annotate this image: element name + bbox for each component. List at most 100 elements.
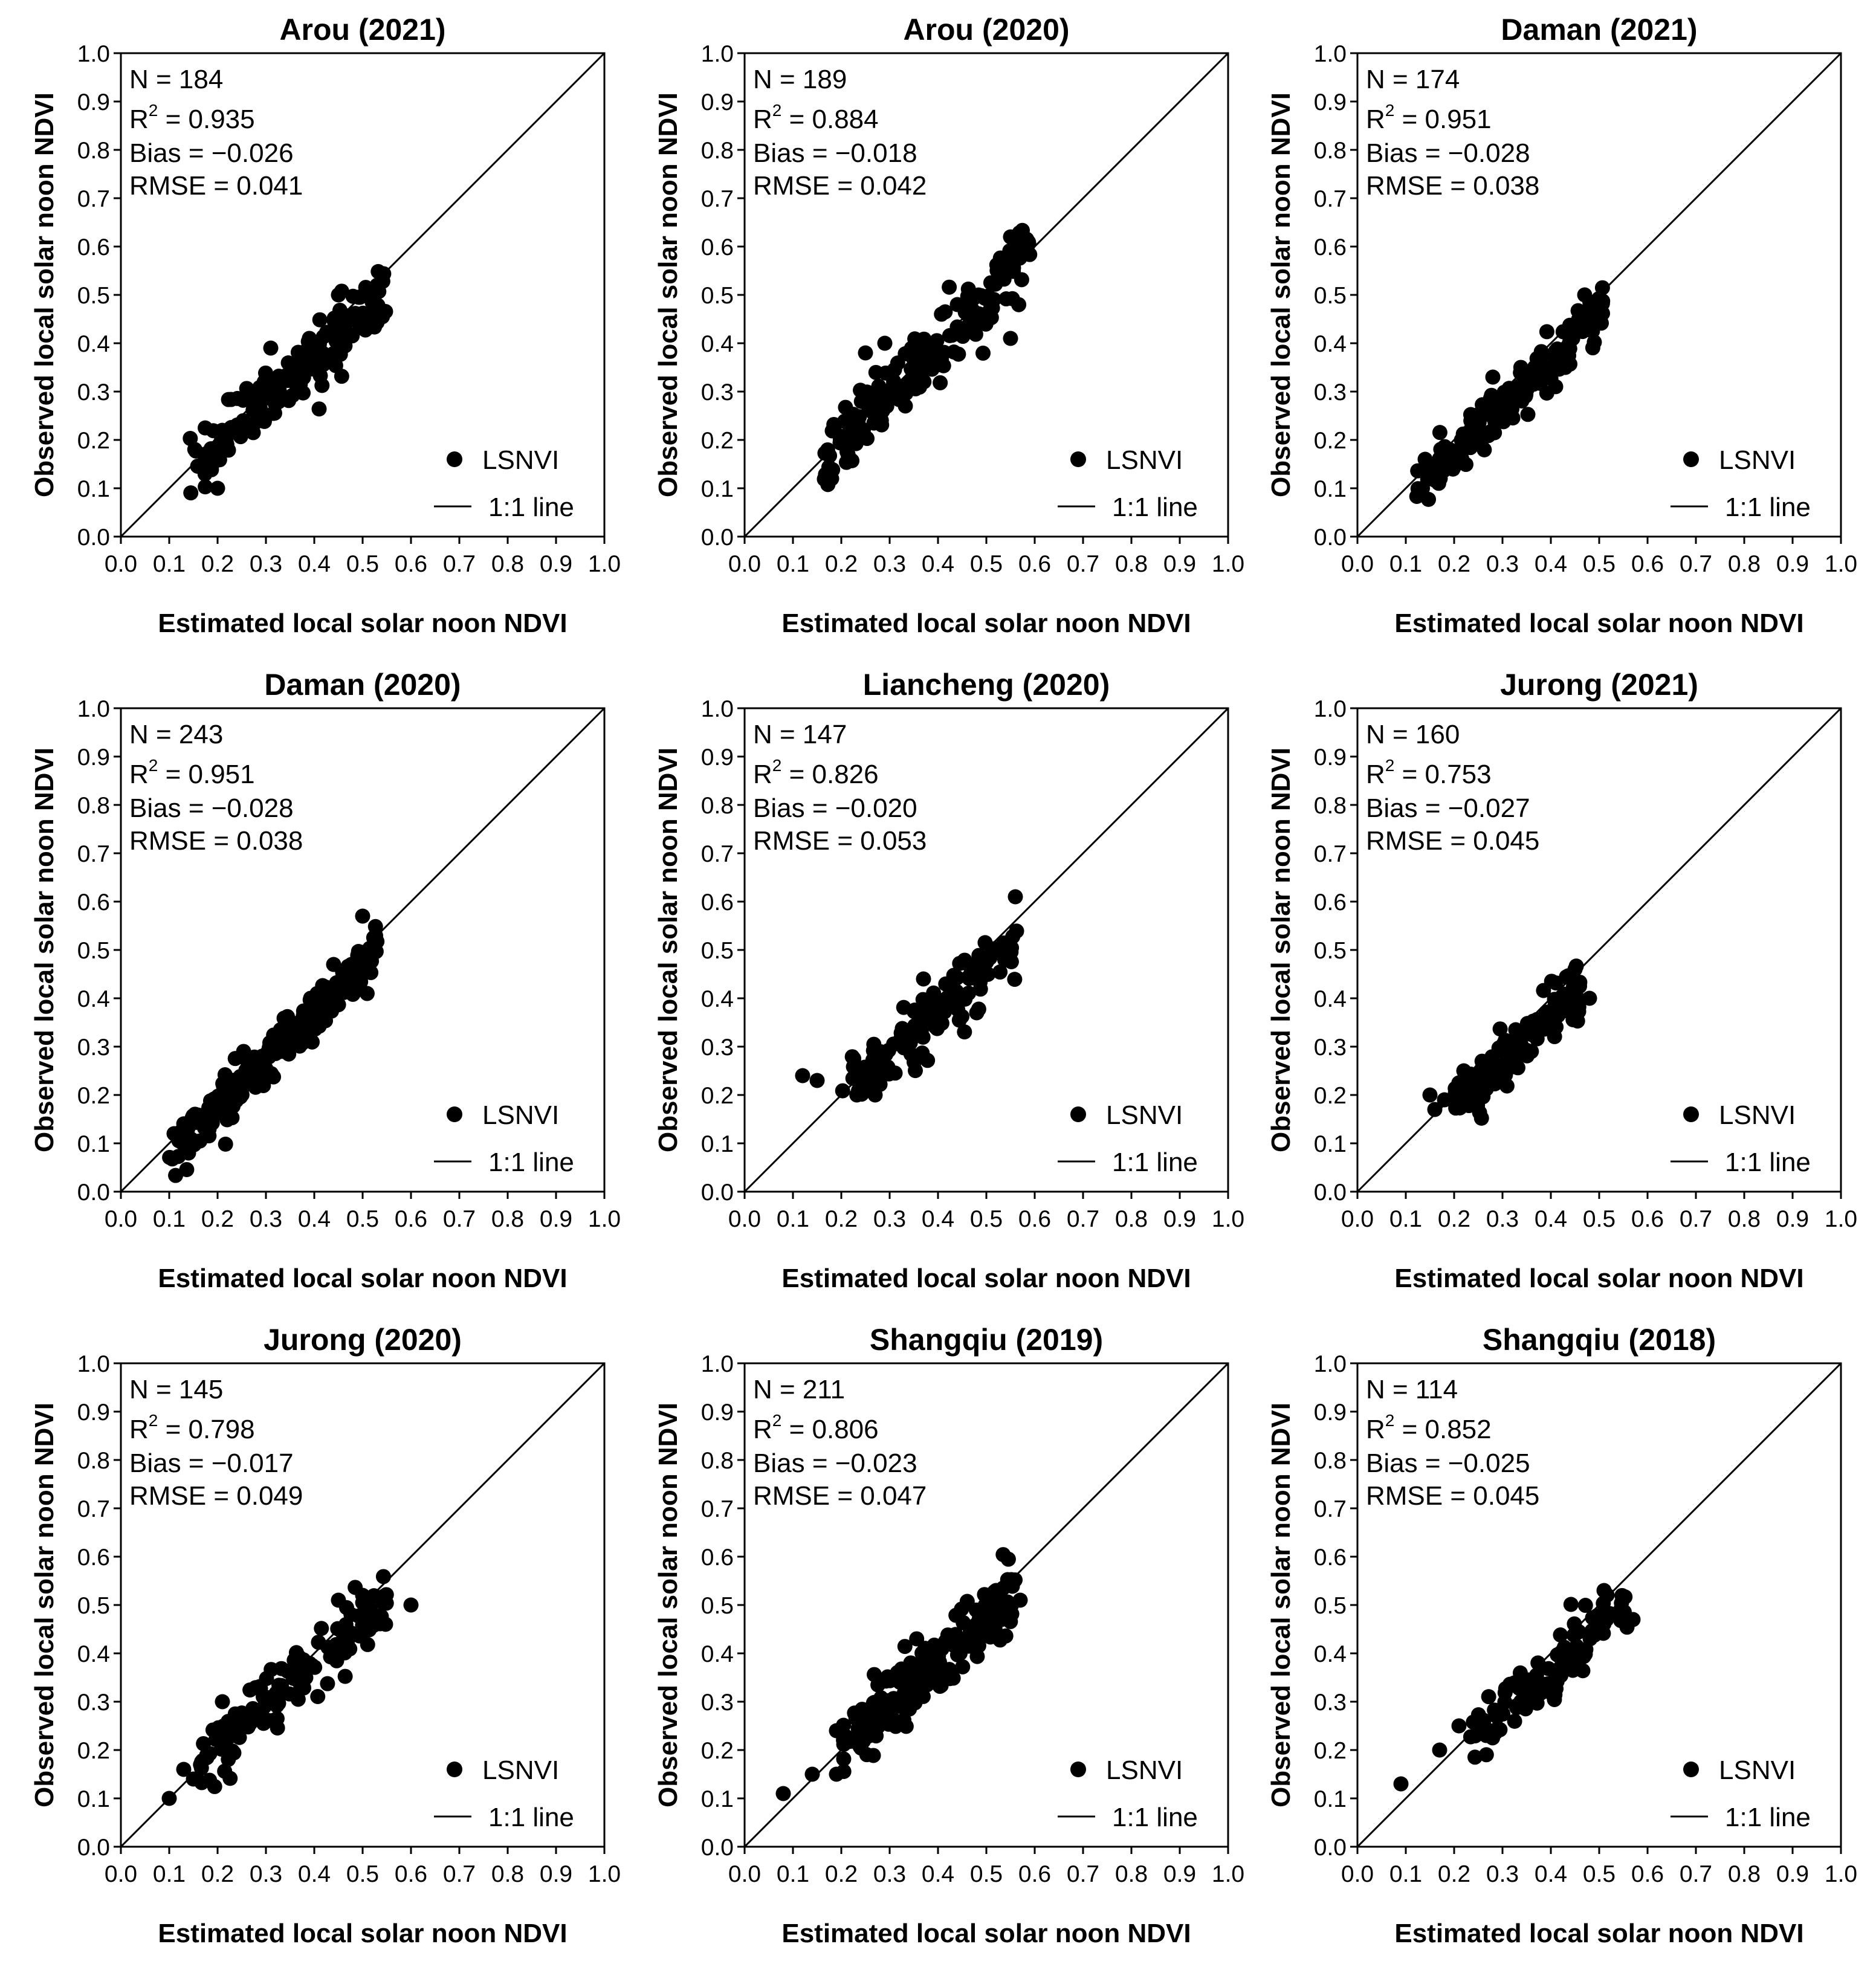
y-tick-label: 0.8 — [701, 793, 734, 819]
stat-rmse: RMSE = 0.053 — [753, 826, 927, 856]
data-point — [198, 479, 213, 495]
data-point — [914, 1656, 930, 1672]
x-tick-label: 0.0 — [1341, 551, 1374, 577]
y-tick-label: 0.1 — [77, 476, 110, 502]
data-point — [897, 1639, 913, 1655]
data-point — [277, 1032, 293, 1048]
y-tick-label: 0.0 — [77, 1835, 110, 1861]
x-tick-label: 0.4 — [922, 551, 954, 577]
y-tick-label: 0.2 — [77, 428, 110, 454]
data-point — [215, 1694, 230, 1710]
data-point — [357, 1615, 372, 1631]
data-point — [960, 281, 976, 297]
data-point — [1001, 944, 1017, 960]
data-point — [1427, 1102, 1443, 1117]
y-tick-label: 0.7 — [701, 186, 734, 212]
legend-point-label: LSNVI — [482, 1755, 559, 1785]
data-point — [183, 485, 199, 501]
x-tick-label: 0.1 — [777, 1206, 809, 1232]
data-point — [886, 373, 902, 389]
x-tick-label: 0.1 — [1389, 1861, 1422, 1887]
data-point — [1455, 439, 1470, 455]
data-point — [218, 1136, 233, 1152]
x-tick-label: 0.3 — [1486, 1206, 1519, 1232]
x-tick-label: 0.7 — [1067, 1861, 1099, 1887]
data-point — [1003, 229, 1018, 245]
y-tick-label: 0.2 — [1314, 428, 1347, 454]
x-tick-label: 0.6 — [1631, 1861, 1664, 1887]
legend-line-label: 1:1 line — [1725, 492, 1811, 522]
x-tick-label: 0.5 — [970, 1206, 1003, 1232]
data-point — [1432, 1742, 1447, 1758]
data-point — [252, 379, 268, 395]
chart-panel: Jurong (2021) 0.00.0 0.1 0.1 0.2 0.2 0.3 0.3 0.4… — [1266, 668, 1857, 1293]
data-point — [909, 1673, 925, 1689]
x-tick-label: 0.3 — [250, 551, 282, 577]
data-point — [1421, 491, 1437, 507]
y-tick-label: 0.7 — [1314, 1496, 1347, 1522]
data-point — [1470, 416, 1486, 431]
data-point — [836, 1751, 852, 1767]
data-point — [1485, 369, 1501, 385]
data-point — [845, 1070, 861, 1086]
y-tick-label: 0.8 — [77, 1448, 110, 1474]
stat-r2-superscript: 2 — [772, 1411, 782, 1430]
y-tick-label: 0.8 — [1314, 793, 1347, 819]
data-point — [878, 1671, 894, 1687]
y-axis-label: Observed local solar noon NDVI — [653, 748, 683, 1152]
data-point — [1008, 889, 1023, 905]
stat-bias: Bias = −0.017 — [129, 1448, 294, 1478]
y-tick-label: 1.0 — [77, 41, 110, 67]
y-tick-label: 0.5 — [1314, 283, 1347, 309]
data-point — [360, 1636, 375, 1652]
x-tick-label: 1.0 — [588, 1861, 621, 1887]
y-tick-label: 1.0 — [701, 41, 734, 67]
x-tick-label: 0.4 — [298, 551, 331, 577]
data-point — [1469, 429, 1485, 445]
data-points — [161, 1569, 419, 1806]
y-axis-label: Observed local solar noon NDVI — [653, 92, 683, 497]
data-point — [917, 1005, 933, 1021]
stat-r2-superscript: 2 — [1385, 101, 1395, 120]
y-tick-label: 0.3 — [77, 1690, 110, 1716]
data-point — [336, 984, 352, 1000]
data-point — [1012, 1592, 1028, 1608]
chart-panel: Shangqiu (2018) 0.00.0 0.1 0.1 0.2 0.2 0.3 0.3 0… — [1266, 1323, 1857, 1948]
y-tick-label: 0.5 — [701, 938, 734, 964]
y-tick-label: 0.1 — [701, 476, 734, 502]
data-point — [1557, 360, 1573, 375]
data-point — [326, 346, 341, 361]
data-point — [850, 415, 866, 430]
data-point — [1521, 1672, 1536, 1688]
data-point — [217, 1763, 233, 1779]
y-tick-label: 0.2 — [1314, 1083, 1347, 1109]
legend-point-label: LSNVI — [1719, 1755, 1796, 1785]
data-point — [859, 1747, 875, 1763]
data-point — [824, 471, 839, 486]
data-point — [854, 1702, 870, 1717]
data-point — [949, 970, 965, 986]
data-point — [1521, 1686, 1536, 1702]
x-tick-label: 1.0 — [588, 1206, 621, 1232]
legend-point-label: LSNVI — [1106, 1100, 1183, 1130]
chart-title: Jurong (2020) — [264, 1323, 462, 1357]
y-axis-label: Observed local solar noon NDVI — [30, 92, 59, 497]
data-point — [1491, 1040, 1507, 1056]
x-tick-label: 1.0 — [1212, 1206, 1244, 1232]
legend-point-marker — [447, 451, 462, 467]
y-tick-label: 0.9 — [77, 744, 110, 770]
data-point — [907, 1004, 922, 1019]
stat-bias: Bias = −0.020 — [753, 793, 917, 823]
data-point — [326, 957, 341, 972]
data-point — [858, 345, 873, 361]
y-tick-label: 0.8 — [77, 138, 110, 164]
y-axis-label: Observed local solar noon NDVI — [1266, 748, 1296, 1152]
y-tick-label: 0.8 — [1314, 138, 1347, 164]
y-tick-label: 0.0 — [701, 1835, 734, 1861]
stat-r2-value: = 0.753 — [1394, 760, 1491, 789]
data-points — [162, 908, 385, 1183]
x-tick-label: 1.0 — [1212, 1861, 1244, 1887]
data-point — [239, 381, 254, 396]
data-point — [972, 1616, 988, 1632]
y-tick-label: 0.9 — [77, 1400, 110, 1426]
